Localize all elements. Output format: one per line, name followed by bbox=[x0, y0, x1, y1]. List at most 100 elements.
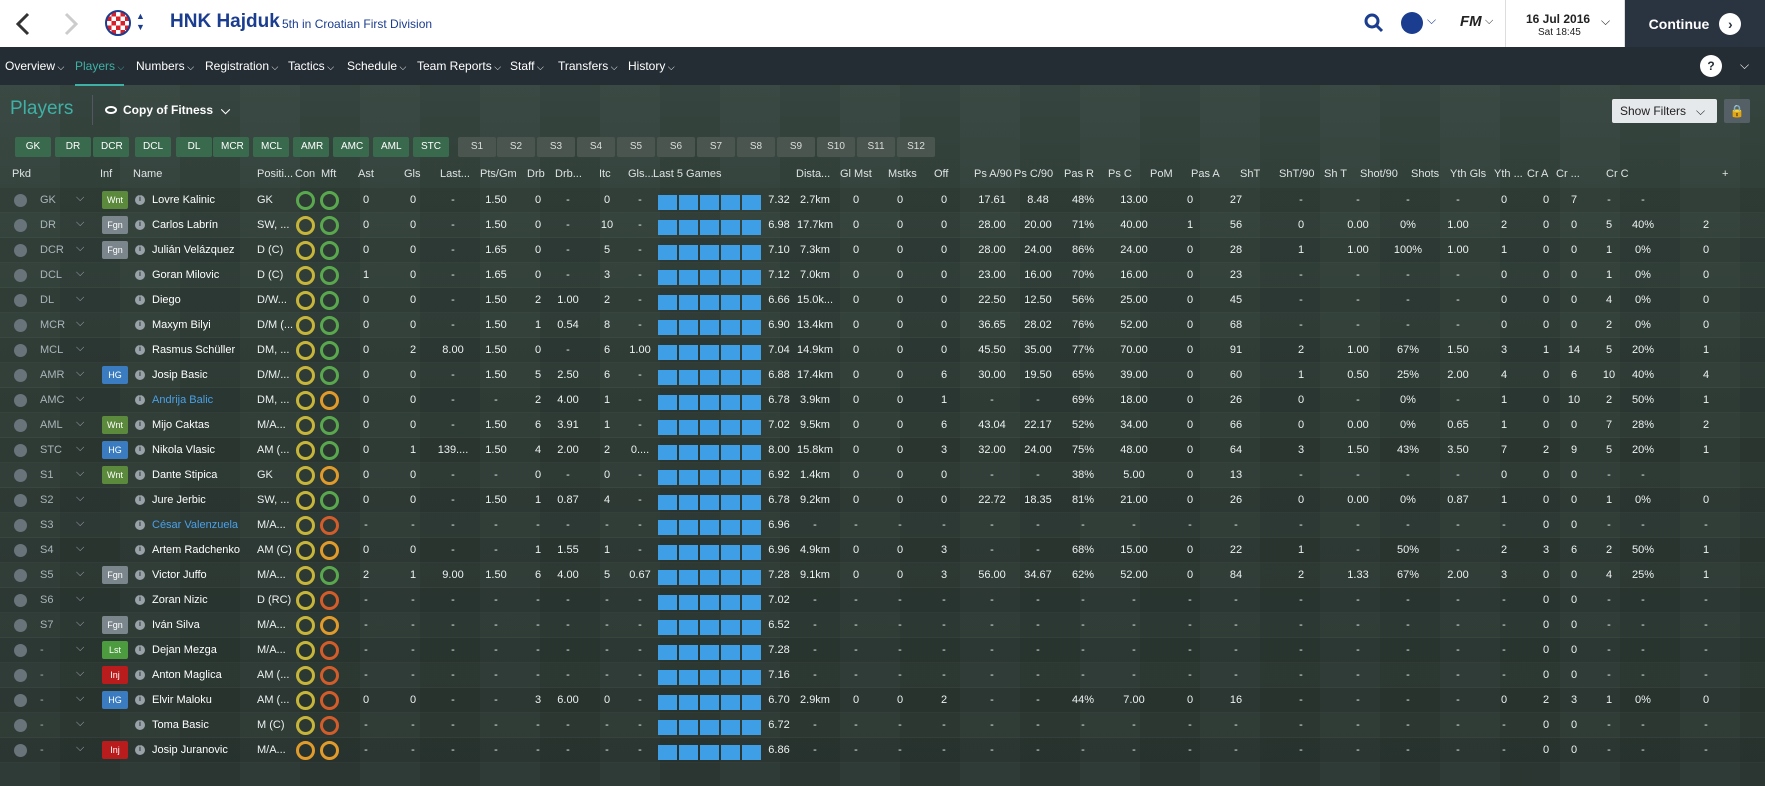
chevron-down-icon[interactable]: ⌵ bbox=[76, 742, 85, 754]
help-icon[interactable]: ? bbox=[1700, 55, 1722, 77]
chevron-down-icon[interactable]: ⌵ bbox=[76, 542, 85, 554]
player-name[interactable]: Goran Milovic bbox=[152, 269, 220, 281]
position-filter-s2[interactable]: S2 bbox=[497, 137, 535, 157]
pick-toggle-icon[interactable] bbox=[14, 344, 27, 357]
info-icon[interactable]: i bbox=[135, 270, 145, 280]
lock-icon[interactable]: 🔒 bbox=[1724, 99, 1750, 123]
column-header-27[interactable]: Sh T bbox=[1324, 168, 1348, 180]
column-header-32[interactable]: Cr A bbox=[1527, 168, 1549, 180]
table-row[interactable]: S7 ⌵ Fgn i Iván Silva M/A... - - - - - - - - 6.52 - - - - -… bbox=[0, 613, 1765, 638]
chevron-down-icon[interactable]: ⌵ bbox=[76, 417, 85, 429]
position-filter-mcr[interactable]: MCR bbox=[213, 137, 249, 157]
chevron-down-icon[interactable]: ⌵ bbox=[76, 592, 85, 604]
pick-toggle-icon[interactable] bbox=[14, 369, 27, 382]
pick-toggle-icon[interactable] bbox=[14, 669, 27, 682]
chevron-down-icon[interactable]: ⌵ bbox=[1601, 14, 1611, 28]
player-name[interactable]: Elvir Maloku bbox=[152, 694, 212, 706]
pick-toggle-icon[interactable] bbox=[14, 194, 27, 207]
column-header-17[interactable]: Mstks bbox=[888, 168, 917, 180]
pick-toggle-icon[interactable] bbox=[14, 594, 27, 607]
show-filters-button[interactable]: Show Filters ⌵ bbox=[1612, 99, 1717, 123]
column-header-18[interactable]: Off bbox=[934, 168, 949, 180]
column-header-15[interactable]: Dista... bbox=[796, 168, 831, 180]
chevron-down-icon[interactable]: ⌵ bbox=[76, 717, 85, 729]
position-filter-stc[interactable]: STC bbox=[413, 137, 449, 157]
pick-toggle-icon[interactable] bbox=[14, 519, 27, 532]
table-row[interactable]: STC ⌵ HG i Nikola Vlasic AM (... 0 1 139.... 1.50… bbox=[0, 438, 1765, 463]
player-name[interactable]: Maxym Bilyi bbox=[152, 319, 211, 331]
table-row[interactable]: S5 ⌵ Fgn i Victor Juffo M/A... 2 1 9.00 1.50 6 4.00… bbox=[0, 563, 1765, 588]
menu-staff[interactable]: Staff bbox=[510, 59, 544, 73]
chevron-down-icon[interactable]: ⌵ bbox=[1427, 13, 1437, 27]
position-filter-dcl[interactable]: DCL bbox=[135, 137, 171, 157]
player-name[interactable]: Victor Juffo bbox=[152, 569, 207, 581]
club-crest-icon[interactable] bbox=[105, 10, 131, 36]
column-header-23[interactable]: PoM bbox=[1150, 168, 1173, 180]
player-name[interactable]: Dante Stipica bbox=[152, 469, 218, 481]
info-icon[interactable]: i bbox=[135, 195, 145, 205]
column-header-25[interactable]: ShT bbox=[1240, 168, 1261, 180]
menu-transfers[interactable]: Transfers bbox=[558, 59, 618, 73]
info-icon[interactable]: i bbox=[135, 295, 145, 305]
player-name[interactable]: Nikola Vlasic bbox=[152, 444, 215, 456]
pick-toggle-icon[interactable] bbox=[14, 644, 27, 657]
globe-icon[interactable] bbox=[1401, 12, 1423, 34]
column-header-28[interactable]: Shot/90 bbox=[1360, 168, 1398, 180]
position-filter-aml[interactable]: AML bbox=[373, 137, 409, 157]
menu-tactics[interactable]: Tactics bbox=[288, 59, 334, 73]
column-header-16[interactable]: Gl Mst bbox=[840, 168, 872, 180]
player-name[interactable]: Iván Silva bbox=[152, 619, 200, 631]
table-row[interactable]: - ⌵ i Toma Basic M (C) - - - - - - - - 6.72 - - - - - - - - - -… bbox=[0, 713, 1765, 738]
table-row[interactable]: S2 ⌵ i Jure Jerbic SW, ... 0 0 - 1.50 1 0.87 4 - 6.78… bbox=[0, 488, 1765, 513]
pick-toggle-icon[interactable] bbox=[14, 294, 27, 307]
position-filter-s12[interactable]: S12 bbox=[897, 137, 935, 157]
info-icon[interactable]: i bbox=[135, 595, 145, 605]
chevron-down-icon[interactable]: ⌵ bbox=[76, 692, 85, 704]
menu-registration[interactable]: Registration bbox=[205, 59, 278, 73]
player-name[interactable]: Toma Basic bbox=[152, 719, 209, 731]
club-title[interactable]: HNK Hajduk bbox=[170, 11, 280, 32]
table-row[interactable]: DR ⌵ Fgn i Carlos Labrín SW, ... 0 0-1.50 0-10-6… bbox=[0, 213, 1765, 238]
pick-toggle-icon[interactable] bbox=[14, 244, 27, 257]
info-icon[interactable]: i bbox=[135, 720, 145, 730]
pick-toggle-icon[interactable] bbox=[14, 319, 27, 332]
table-row[interactable]: DCR ⌵ Fgn i Julián Velázquez D (C) 0 0 - 1.65 0 - 5 -… bbox=[0, 238, 1765, 263]
position-filter-s4[interactable]: S4 bbox=[577, 137, 615, 157]
menu-history[interactable]: History bbox=[628, 59, 675, 73]
info-icon[interactable]: i bbox=[135, 645, 145, 655]
chevron-down-icon[interactable]: ⌵ bbox=[76, 267, 85, 279]
chevron-down-icon[interactable]: ⌵ bbox=[76, 442, 85, 454]
menu-schedule[interactable]: Schedule bbox=[347, 59, 406, 73]
player-name[interactable]: Lovre Kalinic bbox=[152, 194, 215, 206]
chevron-down-icon[interactable]: ⌵ bbox=[76, 567, 85, 579]
chevron-down-icon[interactable]: ⌵ bbox=[76, 392, 85, 404]
position-filter-amc[interactable]: AMC bbox=[333, 137, 369, 157]
chevron-down-icon[interactable]: ⌵ bbox=[76, 642, 85, 654]
position-filter-gk[interactable]: GK bbox=[15, 137, 51, 157]
menu-players[interactable]: Players bbox=[75, 59, 125, 86]
pick-toggle-icon[interactable] bbox=[14, 419, 27, 432]
chevron-down-icon[interactable]: ⌵ bbox=[76, 317, 85, 329]
info-icon[interactable]: i bbox=[135, 445, 145, 455]
column-header-0[interactable]: Pkd bbox=[12, 168, 31, 180]
info-icon[interactable]: i bbox=[135, 220, 145, 230]
pick-toggle-icon[interactable] bbox=[14, 469, 27, 482]
player-name[interactable]: Julián Velázquez bbox=[152, 244, 235, 256]
info-icon[interactable]: i bbox=[135, 695, 145, 705]
player-name[interactable]: Anton Maglica bbox=[152, 669, 222, 681]
table-row[interactable]: AMC ⌵ i Andrija Balic DM, ... 0 0 - - 2 4.00 1 - 6.78… bbox=[0, 388, 1765, 413]
player-name[interactable]: Jure Jerbic bbox=[152, 494, 206, 506]
info-icon[interactable]: i bbox=[135, 245, 145, 255]
add-column-icon[interactable]: + bbox=[1722, 168, 1729, 180]
table-row[interactable]: MCR ⌵ i Maxym Bilyi D/M (... 0 0 - 1.50 1 0.54 8 - 6.… bbox=[0, 313, 1765, 338]
column-header-33[interactable]: Cr ... bbox=[1556, 168, 1580, 180]
position-filter-s8[interactable]: S8 bbox=[737, 137, 775, 157]
pick-toggle-icon[interactable] bbox=[14, 269, 27, 282]
column-header-22[interactable]: Ps C bbox=[1108, 168, 1132, 180]
pick-toggle-icon[interactable] bbox=[14, 694, 27, 707]
player-name[interactable]: Dejan Mezga bbox=[152, 644, 217, 656]
position-filter-s7[interactable]: S7 bbox=[697, 137, 735, 157]
column-header-31[interactable]: Yth ... bbox=[1494, 168, 1523, 180]
info-icon[interactable]: i bbox=[135, 745, 145, 755]
column-header-9[interactable]: Pts/Gm bbox=[480, 168, 517, 180]
